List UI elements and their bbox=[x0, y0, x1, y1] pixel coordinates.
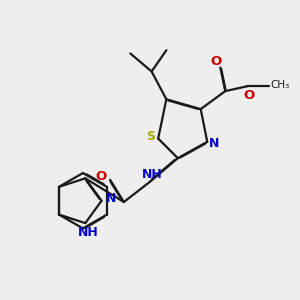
Text: O: O bbox=[211, 55, 222, 68]
Text: S: S bbox=[146, 130, 155, 143]
Text: CH₃: CH₃ bbox=[271, 80, 290, 90]
Text: O: O bbox=[244, 89, 255, 102]
Text: NH: NH bbox=[78, 226, 99, 239]
Text: N: N bbox=[106, 192, 117, 205]
Text: NH: NH bbox=[142, 168, 163, 181]
Text: O: O bbox=[95, 170, 106, 183]
Text: N: N bbox=[209, 137, 220, 150]
